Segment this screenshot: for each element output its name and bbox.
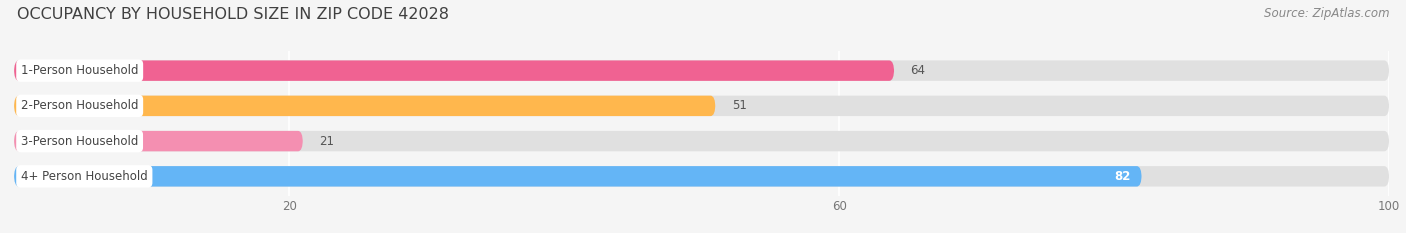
Text: 1-Person Household: 1-Person Household — [21, 64, 138, 77]
FancyBboxPatch shape — [14, 166, 1142, 187]
Text: 4+ Person Household: 4+ Person Household — [21, 170, 148, 183]
FancyBboxPatch shape — [14, 60, 894, 81]
Text: OCCUPANCY BY HOUSEHOLD SIZE IN ZIP CODE 42028: OCCUPANCY BY HOUSEHOLD SIZE IN ZIP CODE … — [17, 7, 449, 22]
Text: 51: 51 — [733, 99, 747, 112]
FancyBboxPatch shape — [14, 131, 302, 151]
FancyBboxPatch shape — [14, 131, 1389, 151]
FancyBboxPatch shape — [14, 96, 1389, 116]
Text: 3-Person Household: 3-Person Household — [21, 135, 138, 148]
FancyBboxPatch shape — [14, 60, 1389, 81]
Text: 21: 21 — [319, 135, 335, 148]
Text: Source: ZipAtlas.com: Source: ZipAtlas.com — [1264, 7, 1389, 20]
FancyBboxPatch shape — [14, 166, 1389, 187]
Text: 82: 82 — [1114, 170, 1130, 183]
Text: 64: 64 — [911, 64, 925, 77]
FancyBboxPatch shape — [14, 96, 716, 116]
Text: 2-Person Household: 2-Person Household — [21, 99, 138, 112]
